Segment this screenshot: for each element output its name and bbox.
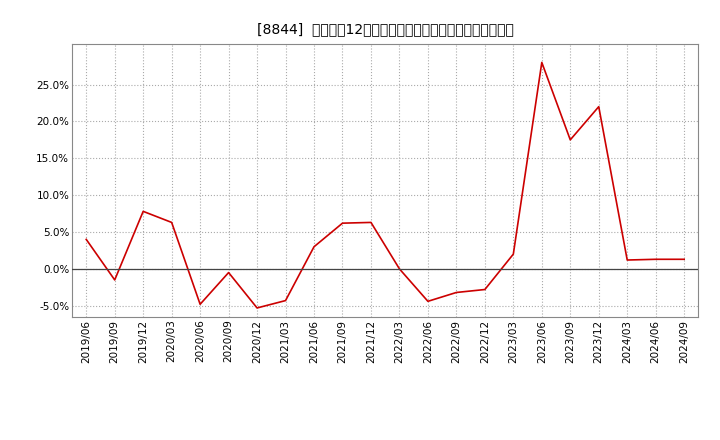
Title: [8844]  売上高の12か月移動合計の対前年同期増減率の推移: [8844] 売上高の12か月移動合計の対前年同期増減率の推移: [257, 22, 513, 36]
